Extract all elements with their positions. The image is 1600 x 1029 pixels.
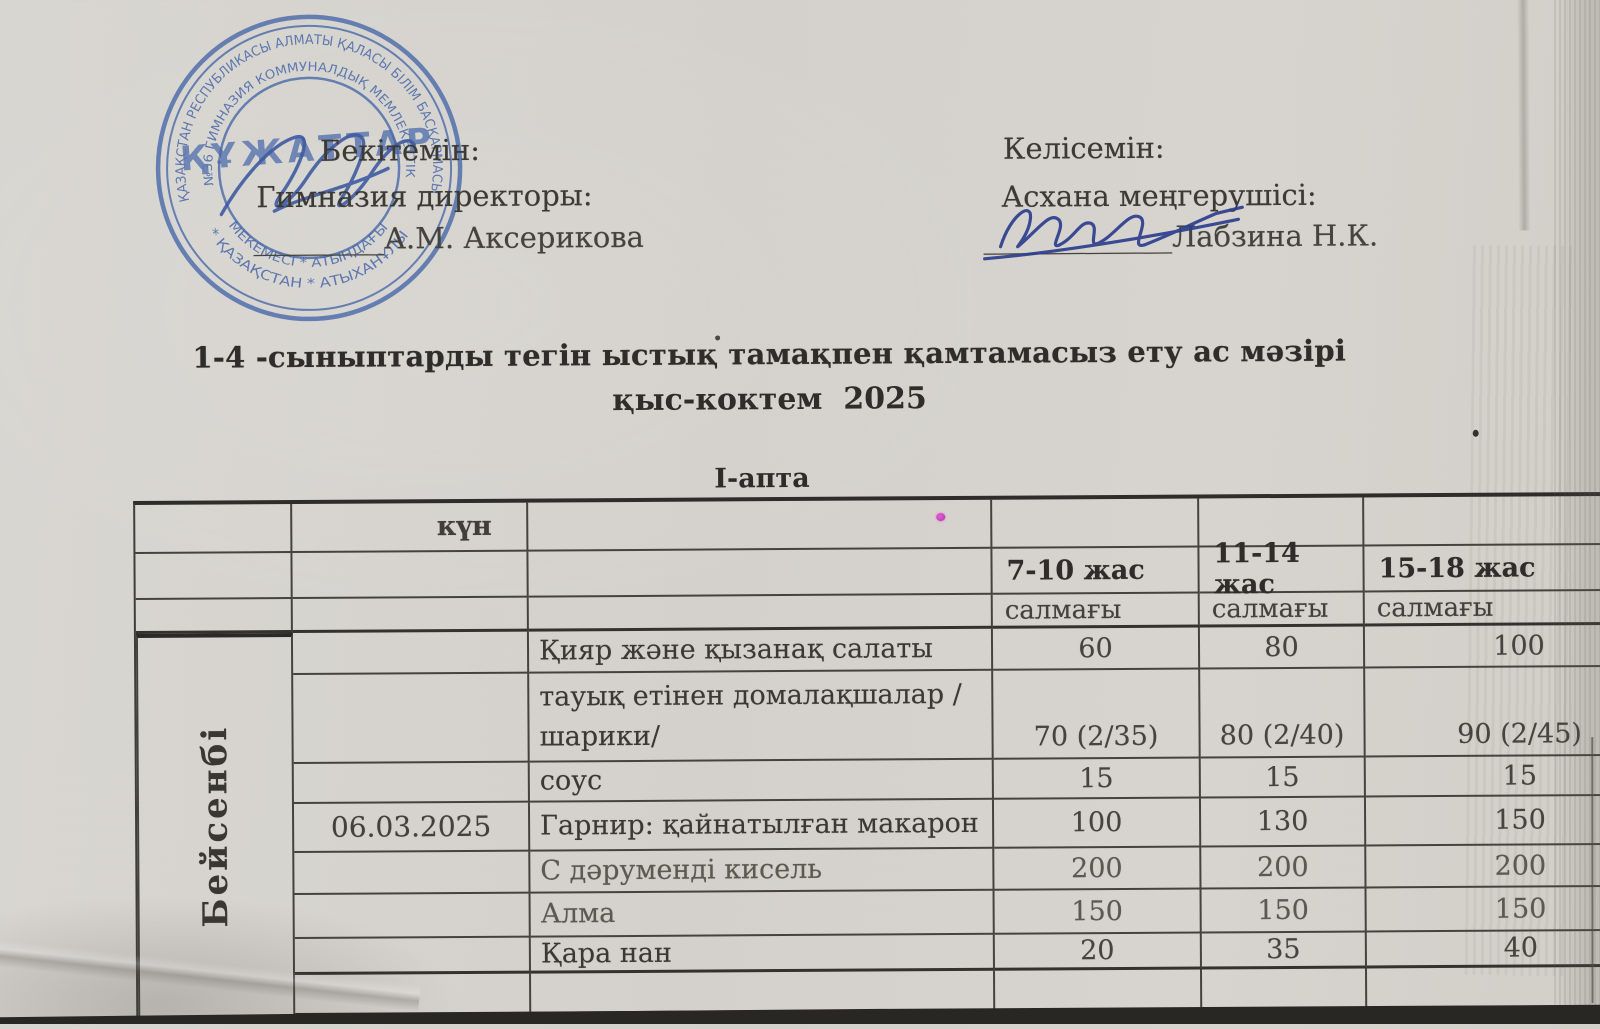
empty-cell (293, 762, 530, 805)
dish-cell: соус (529, 759, 994, 803)
week-label: І-апта (714, 462, 810, 495)
scan-edge-streaks (1554, 0, 1600, 1008)
director-name: А.М. Аксерикова (383, 219, 645, 256)
day-header-cell: күн (292, 502, 529, 554)
manager-signature (983, 205, 1244, 261)
empty-cell (294, 893, 531, 940)
dish-cell: Қара нан (530, 934, 996, 974)
dish-cell: тауық етінен домалақшалар /шарики/ (529, 670, 994, 763)
age-header-cell: 11-14 жас (1199, 538, 1365, 600)
value-cell: 70 (2/35) (993, 669, 1201, 760)
empty-cell (528, 594, 993, 632)
ink-speck (1472, 429, 1479, 437)
empty-cell (293, 673, 530, 765)
weight-label-cell: салмағы (1199, 592, 1365, 628)
value-cell: 20 (994, 933, 1202, 971)
value-cell: 200 (994, 847, 1202, 891)
empty-cell (292, 597, 529, 634)
paper-fold-line (1517, 0, 1531, 231)
dish-cell: Алма (530, 890, 995, 938)
menu-title: 1-4 -сыныптарды тегін ыстық тамақпен қам… (192, 333, 1347, 375)
empty-cell (1201, 968, 1368, 1012)
value-cell: 60 (992, 627, 1201, 671)
value-cell: 80 (2/40) (1200, 668, 1366, 759)
empty-cell (292, 551, 529, 600)
empty-cell (995, 969, 1203, 1013)
value-cell: 150 (994, 889, 1202, 935)
director-signature (219, 133, 416, 217)
empty-cell (294, 851, 531, 896)
dish-cell: Қияр және қызанақ салаты (528, 628, 994, 674)
value-cell: 80 (1199, 626, 1366, 670)
empty-cell (292, 631, 530, 676)
ink-speck (715, 335, 721, 341)
director-signature-line: _________А.М. Аксерикова (253, 220, 644, 256)
menu-table: күн 7-10 жас 11-14 жас 15-18 жас салмағы… (133, 491, 1600, 1019)
value-cell: 15 (1200, 757, 1366, 799)
dish-cell: Гарнир: қайнатылған макарон (529, 799, 995, 852)
value-cell: 15 (993, 758, 1201, 800)
official-stamp-icon: ҚАЗАҚСТАН РЕСПУБЛИКАСЫ АЛМАТЫ ҚАЛАСЫ БІЛ… (155, 14, 463, 322)
empty-cell (992, 498, 1200, 549)
magenta-dot (936, 513, 946, 522)
dish-cell: С дәруменді кисель (530, 848, 995, 894)
empty-cell (135, 504, 293, 554)
value-cell: 150 (1201, 888, 1367, 934)
approve-label: Бекітемін: (319, 132, 481, 168)
value-cell: 100 (993, 798, 1202, 849)
age-header-cell: 7-10 жас (992, 547, 1200, 595)
day-header-label: күн (436, 510, 492, 543)
empty-cell (135, 553, 293, 600)
agree-label: Келісемін: (1002, 130, 1165, 166)
value-cell: 35 (1201, 932, 1367, 970)
director-role-label: Гимназия директоры: (256, 178, 593, 215)
empty-cell (528, 548, 993, 598)
weight-label-cell: салмағы (992, 593, 1200, 629)
menu-season: қыс-коктем 2025 (612, 381, 927, 419)
value-cell: 200 (1201, 846, 1367, 890)
empty-cell (135, 599, 293, 634)
value-cell: 130 (1200, 797, 1367, 848)
signature-underline: _________ (253, 221, 385, 257)
empty-cell (528, 499, 993, 552)
date-cell: 06.03.2025 (293, 802, 531, 854)
